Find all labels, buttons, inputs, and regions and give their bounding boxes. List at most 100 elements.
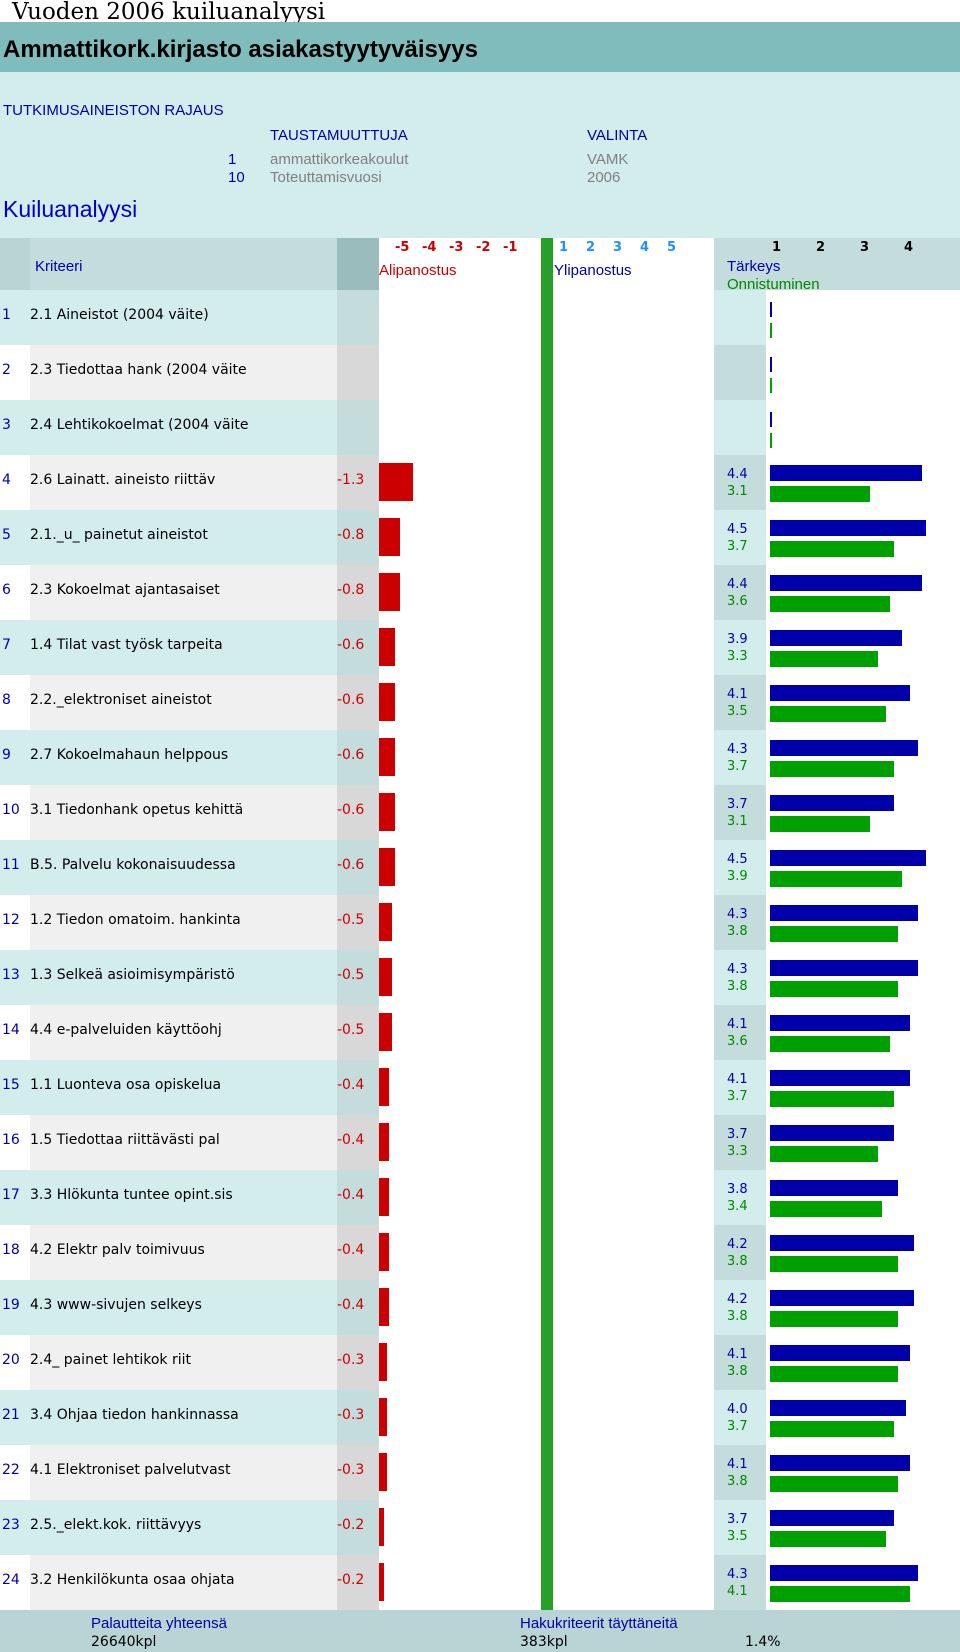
row-number: 4 bbox=[2, 472, 11, 488]
gap-bar bbox=[379, 848, 395, 886]
importance-value: 4.2 bbox=[727, 1237, 748, 1252]
success-bar bbox=[770, 1311, 898, 1327]
importance-value: 4.5 bbox=[727, 852, 748, 867]
row-importance-cell bbox=[714, 455, 766, 510]
row-number: 20 bbox=[2, 1352, 20, 1368]
gap-value: -0.3 bbox=[337, 1352, 365, 1368]
importance-bar bbox=[770, 630, 902, 646]
gap-value: -0.2 bbox=[337, 1517, 365, 1533]
importance-tick bbox=[770, 357, 772, 372]
gap-bar bbox=[379, 1068, 390, 1106]
gap-scale-tick: 2 bbox=[586, 240, 596, 255]
importance-value: 4.3 bbox=[727, 1567, 748, 1582]
row-number: 1 bbox=[2, 307, 11, 323]
gap-bar bbox=[379, 958, 392, 996]
gap-bar bbox=[379, 518, 400, 556]
importance-bar bbox=[770, 795, 894, 811]
bar-scale-tick: 1 bbox=[772, 240, 782, 255]
row-num-cell bbox=[0, 1335, 30, 1390]
row-label-cell bbox=[30, 1280, 337, 1335]
row-num-cell bbox=[0, 1225, 30, 1280]
bar-scale-tick: 3 bbox=[860, 240, 870, 255]
row-importance-cell bbox=[714, 510, 766, 565]
gap-scale-tick: 3 bbox=[613, 240, 623, 255]
row-number: 15 bbox=[2, 1077, 20, 1093]
row-number: 7 bbox=[2, 637, 11, 653]
row-gap-cell bbox=[337, 730, 379, 785]
success-value: 3.9 bbox=[727, 869, 748, 884]
gap-value: -0.4 bbox=[337, 1297, 365, 1313]
row-number: 12 bbox=[2, 912, 20, 928]
row-gap-cell bbox=[337, 290, 379, 345]
row-number: 18 bbox=[2, 1242, 20, 1258]
importance-bar bbox=[770, 465, 922, 481]
success-bar bbox=[770, 651, 878, 667]
bar-scale: 1 2 3 4 bbox=[766, 240, 960, 260]
success-bar bbox=[770, 816, 870, 832]
gap-value: -0.5 bbox=[337, 912, 365, 928]
importance-bar bbox=[770, 1180, 898, 1196]
success-bar bbox=[770, 486, 870, 502]
success-bar bbox=[770, 1586, 910, 1602]
success-value: 3.1 bbox=[727, 484, 748, 499]
importance-bar bbox=[770, 1290, 914, 1306]
importance-value: 4.5 bbox=[727, 522, 748, 537]
gap-scale-tick: 4 bbox=[640, 240, 650, 255]
criterion-label: 4.4 e-palveluiden käyttöohj bbox=[30, 1022, 222, 1038]
criterion-label: 3.1 Tiedonhank opetus kehittä bbox=[30, 802, 244, 818]
row-label-cell bbox=[30, 1225, 337, 1280]
success-value: 3.8 bbox=[727, 1309, 748, 1324]
success-value: 3.5 bbox=[727, 1529, 748, 1544]
row-label-cell bbox=[30, 455, 337, 510]
row-importance-cell bbox=[714, 950, 766, 1005]
criterion-label: 4.3 www-sivujen selkeys bbox=[30, 1297, 202, 1313]
gap-value: -0.3 bbox=[337, 1407, 365, 1423]
row-importance-cell bbox=[714, 1445, 766, 1500]
row-label-cell bbox=[30, 730, 337, 785]
gap-value: -0.4 bbox=[337, 1077, 365, 1093]
row-gap-cell bbox=[337, 510, 379, 565]
row-importance-cell bbox=[714, 620, 766, 675]
success-bar bbox=[770, 1146, 878, 1162]
success-bar bbox=[770, 1531, 886, 1547]
header-num-cell bbox=[0, 238, 30, 290]
analysis-title: Kuiluanalyysi bbox=[3, 196, 138, 222]
row-gap-cell bbox=[337, 1555, 379, 1610]
gap-bar bbox=[379, 1453, 387, 1491]
page-title: Vuoden 2006 kuiluanalyysi bbox=[12, 0, 326, 25]
gap-bar bbox=[379, 1508, 385, 1546]
row-num-cell bbox=[0, 290, 30, 345]
criterion-label: 1.3 Selkeä asioimisympäristö bbox=[30, 967, 235, 983]
success-tick bbox=[770, 378, 772, 393]
filter-variable: Toteuttamisvuosi bbox=[270, 169, 382, 186]
gap-value: -0.6 bbox=[337, 692, 365, 708]
success-bar bbox=[770, 596, 890, 612]
row-number: 5 bbox=[2, 527, 11, 543]
importance-value: 4.4 bbox=[727, 577, 748, 592]
qualified-label: Hakukriteerit täyttäneitä bbox=[520, 1615, 678, 1632]
success-value: 3.8 bbox=[727, 1254, 748, 1269]
criteria-header: Kriteeri bbox=[35, 258, 83, 275]
title-bar bbox=[0, 22, 960, 72]
row-number: 23 bbox=[2, 1517, 20, 1533]
criterion-label: 2.6 Lainatt. aineisto riittäv bbox=[30, 472, 216, 488]
importance-bar bbox=[770, 1455, 910, 1471]
success-bar bbox=[770, 871, 902, 887]
success-value: 3.7 bbox=[727, 1089, 748, 1104]
selection-header: VALINTA bbox=[587, 127, 648, 144]
filter-value: 2006 bbox=[587, 169, 621, 186]
success-value: 3.3 bbox=[727, 1144, 748, 1159]
criterion-label: 2.3 Kokoelmat ajantasaiset bbox=[30, 582, 220, 598]
importance-value: 3.9 bbox=[727, 632, 748, 647]
row-importance-cell bbox=[714, 895, 766, 950]
bar-scale-tick: 4 bbox=[904, 240, 914, 255]
row-num-cell bbox=[0, 1500, 30, 1555]
row-number: 22 bbox=[2, 1462, 20, 1478]
importance-bar bbox=[770, 685, 910, 701]
criterion-label: 4.1 Elektroniset palvelutvast bbox=[30, 1462, 231, 1478]
gap-bar bbox=[379, 1288, 390, 1326]
row-importance-cell bbox=[714, 565, 766, 620]
importance-bar bbox=[770, 1345, 910, 1361]
gap-bar bbox=[379, 738, 395, 776]
criterion-label: 2.7 Kokoelmahaun helppous bbox=[30, 747, 229, 763]
